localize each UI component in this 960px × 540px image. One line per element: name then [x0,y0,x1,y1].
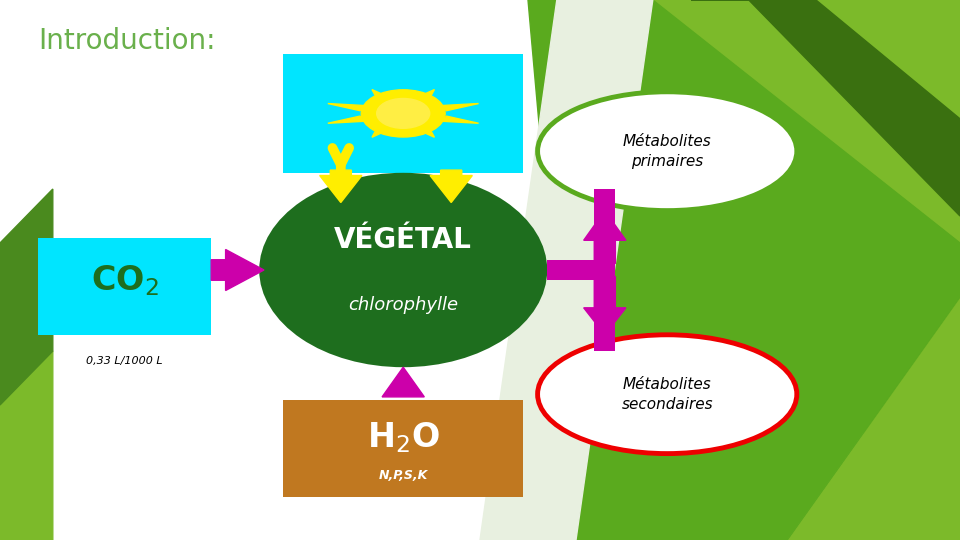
FancyBboxPatch shape [38,238,211,335]
FancyBboxPatch shape [283,54,523,173]
Polygon shape [440,116,479,123]
Polygon shape [320,170,362,202]
Polygon shape [430,170,472,202]
Polygon shape [864,0,960,540]
Text: N,P,S,K: N,P,S,K [378,469,428,482]
Polygon shape [372,90,395,102]
Text: Métabolites
primaires: Métabolites primaires [623,134,711,168]
Text: CO$_2$: CO$_2$ [91,264,158,298]
Polygon shape [787,297,960,540]
Polygon shape [584,211,626,264]
Polygon shape [382,367,424,397]
Text: H$_2$O: H$_2$O [367,420,440,455]
Polygon shape [327,116,367,123]
Ellipse shape [538,92,797,211]
Polygon shape [412,90,435,102]
Text: 0,33 L/1000 L: 0,33 L/1000 L [86,356,163,367]
Polygon shape [211,249,264,291]
Circle shape [361,90,445,137]
Text: Introduction:: Introduction: [38,27,216,55]
Polygon shape [584,276,626,335]
FancyBboxPatch shape [594,189,615,351]
Polygon shape [412,125,435,137]
Text: Métabolites
secondaires: Métabolites secondaires [621,377,713,411]
Circle shape [376,98,430,129]
Ellipse shape [259,173,547,367]
Polygon shape [653,0,960,243]
Polygon shape [327,104,367,111]
Polygon shape [372,125,395,137]
Polygon shape [691,0,960,216]
FancyBboxPatch shape [283,400,523,497]
Polygon shape [480,0,653,540]
Ellipse shape [538,335,797,454]
Text: chlorophylle: chlorophylle [348,296,458,314]
Polygon shape [0,351,53,540]
Polygon shape [440,104,479,111]
Polygon shape [0,189,53,405]
Text: VÉGÉTAL: VÉGÉTAL [334,226,472,254]
FancyBboxPatch shape [547,260,605,280]
Polygon shape [528,0,960,540]
